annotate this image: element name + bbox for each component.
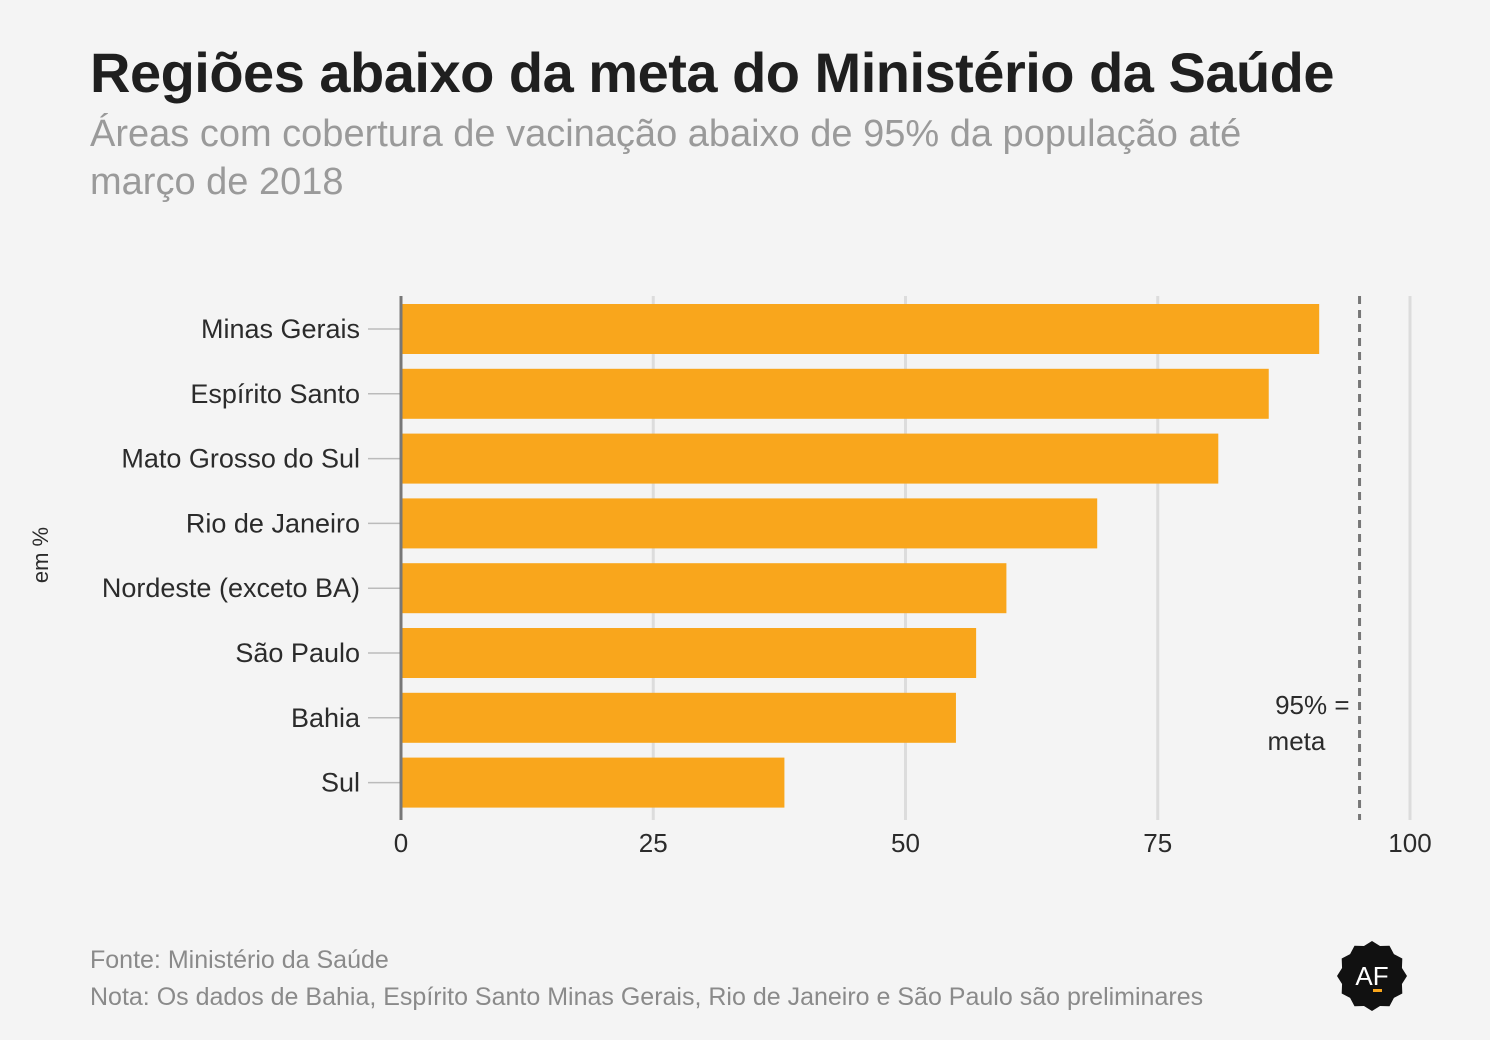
x-tick-label: 25 [639, 828, 668, 858]
meta-label-line1: 95% = [1275, 690, 1349, 720]
bar [401, 433, 1219, 484]
x-tick-label: 75 [1143, 828, 1172, 858]
data-note: Nota: Os dados de Bahia, Espírito Santo … [90, 983, 1204, 1011]
bar [401, 692, 956, 743]
category-label: Espírito Santo [190, 379, 360, 409]
bar [401, 368, 1269, 419]
category-label: Mato Grosso do Sul [121, 444, 360, 474]
category-label: Nordeste (exceto BA) [102, 573, 360, 603]
chart-title: Regiões abaixo da meta do Ministério da … [90, 41, 1335, 104]
af-badge-icon: AF [1337, 941, 1407, 1011]
bar [401, 757, 785, 808]
x-tick-label: 50 [891, 828, 920, 858]
x-tick-label: 100 [1388, 828, 1431, 858]
bar [401, 498, 1098, 549]
category-label: Rio de Janeiro [186, 508, 360, 538]
x-tick-label: 0 [394, 828, 408, 858]
category-label: Bahia [291, 703, 361, 733]
meta-label-line2: meta [1268, 726, 1326, 756]
y-axis-title: em % [28, 527, 53, 583]
bar-chart: 0 25 50 75 100 Minas Gerais Espírito Santo Mato… [28, 296, 1432, 858]
category-label: Sul [321, 768, 360, 798]
category-label: São Paulo [235, 638, 360, 668]
bar [401, 563, 1007, 614]
chart-subtitle: Áreas com cobertura de vacinação abaixo … [90, 113, 1242, 203]
category-label: Minas Gerais [201, 314, 360, 344]
source-note: Fonte: Ministério da Saúde [90, 946, 389, 974]
bar [401, 628, 977, 678]
logo-text: AF [1355, 961, 1388, 991]
bar [401, 304, 1320, 354]
